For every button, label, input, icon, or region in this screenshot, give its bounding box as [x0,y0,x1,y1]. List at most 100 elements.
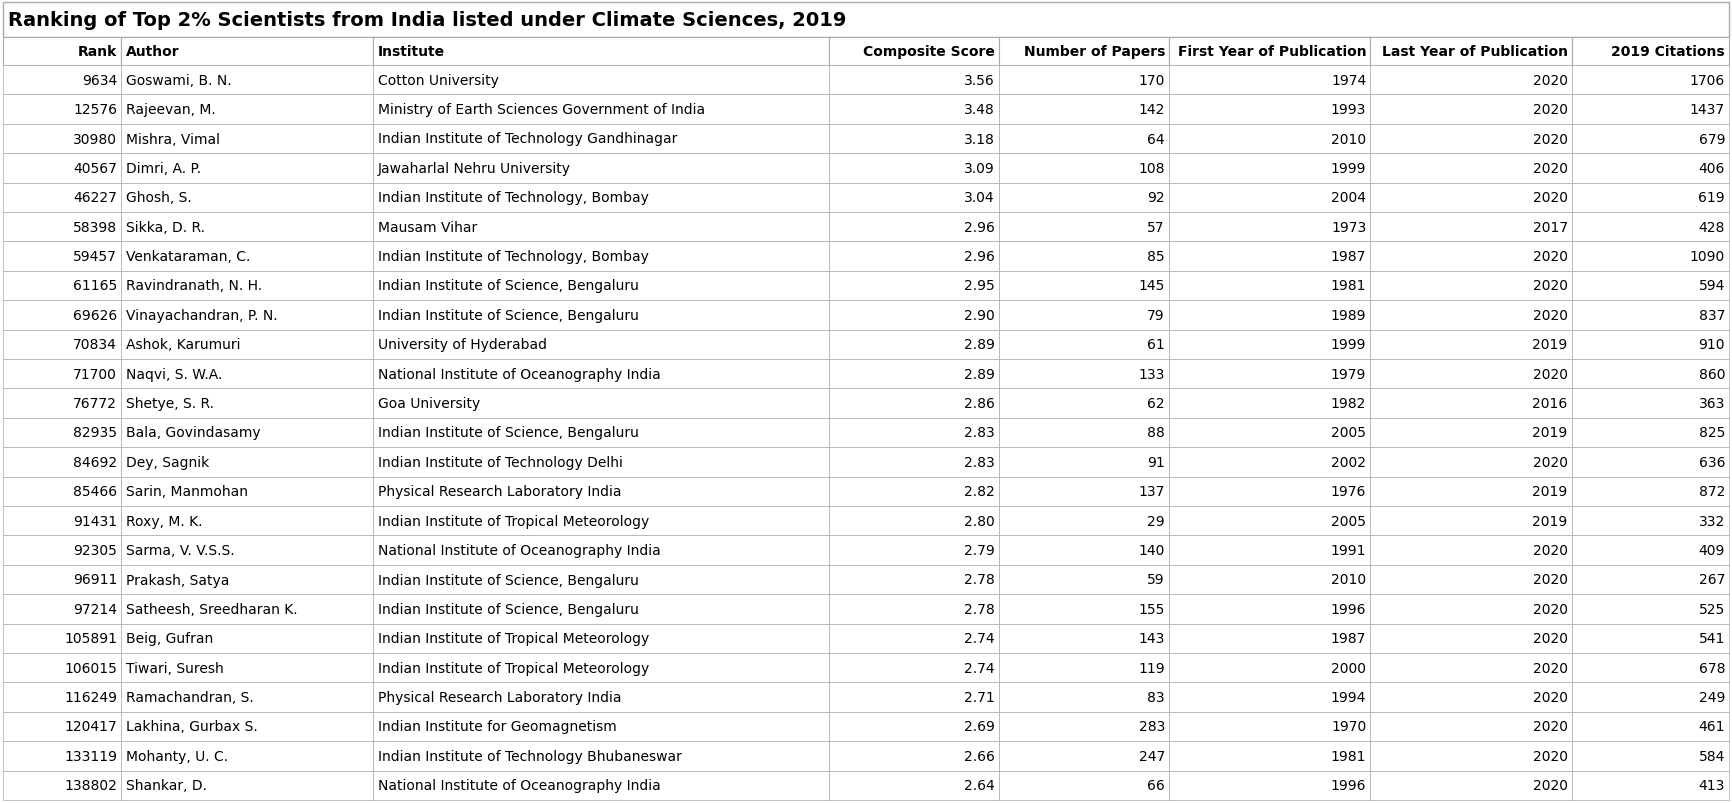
Text: Ministry of Earth Sciences Government of India: Ministry of Earth Sciences Government of… [378,103,705,117]
Text: 2019: 2019 [1533,485,1567,499]
Bar [1169,124,1370,154]
Text: Mohanty, U. C.: Mohanty, U. C. [126,749,229,763]
Text: Indian Institute of Science, Bengaluru: Indian Institute of Science, Bengaluru [378,308,639,323]
Bar [1169,594,1370,624]
Bar [121,507,372,536]
Bar [1370,124,1571,154]
Bar [999,66,1169,96]
Bar [1370,183,1571,213]
Text: Prakash, Satya: Prakash, Satya [126,573,229,587]
Text: 283: 283 [1138,719,1166,734]
Text: 249: 249 [1699,691,1725,704]
Text: 594: 594 [1699,279,1725,293]
Text: 1987: 1987 [1330,631,1367,646]
Bar [3,712,121,741]
Bar [372,653,830,683]
Text: 1976: 1976 [1330,485,1367,499]
Bar [830,683,999,712]
Text: 1973: 1973 [1330,221,1367,234]
Bar [372,507,830,536]
Text: Beig, Gufran: Beig, Gufran [126,631,213,646]
Text: 9634: 9634 [81,74,118,88]
Text: 40567: 40567 [73,161,118,176]
Bar [830,96,999,124]
Bar [830,418,999,447]
Text: Indian Institute of Technology Gandhinagar: Indian Institute of Technology Gandhinag… [378,132,677,146]
Bar [1370,477,1571,507]
Text: 62: 62 [1147,397,1166,410]
Bar [121,183,372,213]
Text: 2020: 2020 [1533,367,1567,381]
Text: 2.78: 2.78 [965,602,994,616]
Bar [121,213,372,242]
Text: 584: 584 [1699,749,1725,763]
Bar [372,712,830,741]
Bar [3,360,121,389]
Text: Indian Institute of Tropical Meteorology: Indian Institute of Tropical Meteorology [378,631,650,646]
Bar [999,594,1169,624]
Bar [121,653,372,683]
Bar [999,565,1169,594]
Text: 2019 Citations: 2019 Citations [1611,45,1725,59]
Bar [3,183,121,213]
Text: 332: 332 [1699,514,1725,528]
Bar [3,507,121,536]
Bar [3,447,121,477]
Bar [1169,771,1370,800]
Text: 71700: 71700 [73,367,118,381]
Text: 143: 143 [1138,631,1166,646]
Bar [372,360,830,389]
Text: Ghosh, S.: Ghosh, S. [126,191,192,205]
Text: 837: 837 [1699,308,1725,323]
Text: 155: 155 [1138,602,1166,616]
Text: 92305: 92305 [73,544,118,557]
Text: National Institute of Oceanography India: National Institute of Oceanography India [378,544,660,557]
Text: 1996: 1996 [1330,602,1367,616]
Bar [830,477,999,507]
Bar [1571,38,1729,66]
Bar [372,301,830,330]
Text: 142: 142 [1138,103,1166,117]
Bar [1571,242,1729,271]
Text: 2004: 2004 [1332,191,1367,205]
Bar [1169,653,1370,683]
Text: 3.04: 3.04 [965,191,994,205]
Bar [830,624,999,653]
Bar [121,360,372,389]
Text: 2010: 2010 [1332,573,1367,587]
Text: 2005: 2005 [1332,426,1367,440]
Bar [372,124,830,154]
Bar [1571,330,1729,360]
Bar [1571,771,1729,800]
Text: Indian Institute of Technology, Bombay: Indian Institute of Technology, Bombay [378,191,648,205]
Text: 247: 247 [1138,749,1166,763]
Text: 2020: 2020 [1533,602,1567,616]
Text: 2.86: 2.86 [965,397,994,410]
Bar [1370,712,1571,741]
Text: 2.71: 2.71 [965,691,994,704]
Text: 825: 825 [1699,426,1725,440]
Bar [830,447,999,477]
Bar [1169,565,1370,594]
Bar [1571,389,1729,418]
Text: 2020: 2020 [1533,661,1567,675]
Bar [121,565,372,594]
Text: Sarin, Manmohan: Sarin, Manmohan [126,485,248,499]
Text: 1437: 1437 [1690,103,1725,117]
Bar [1571,624,1729,653]
Text: 2020: 2020 [1533,573,1567,587]
Text: 1982: 1982 [1330,397,1367,410]
Text: 860: 860 [1699,367,1725,381]
Bar [121,447,372,477]
Text: 2.89: 2.89 [965,367,994,381]
Text: 2016: 2016 [1533,397,1567,410]
Bar [830,507,999,536]
Text: Dey, Sagnik: Dey, Sagnik [126,455,210,469]
Text: 1981: 1981 [1330,279,1367,293]
Bar [999,96,1169,124]
Bar [1571,96,1729,124]
Bar [1370,418,1571,447]
Bar [1571,271,1729,301]
Text: Indian Institute of Science, Bengaluru: Indian Institute of Science, Bengaluru [378,573,639,587]
Text: 79: 79 [1147,308,1166,323]
